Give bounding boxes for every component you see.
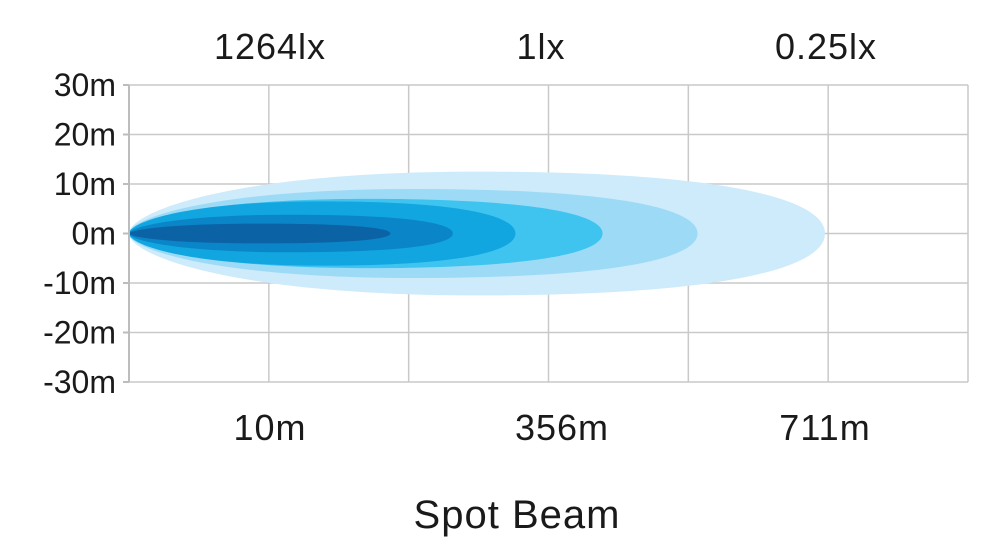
- y-tick-label: -10m: [43, 265, 116, 301]
- axes: [123, 84, 130, 383]
- bottom-distance-label: 10m: [233, 407, 306, 448]
- y-tick-label: 30m: [54, 67, 116, 103]
- top-lux-label: 0.25lx: [775, 26, 877, 67]
- bottom-distance-label: 356m: [515, 407, 609, 448]
- y-tick-label: -30m: [43, 364, 116, 400]
- y-tick-label: 20m: [54, 117, 116, 153]
- top-lux-label: 1lx: [516, 26, 565, 67]
- y-tick-label: 10m: [54, 166, 116, 202]
- chart-title: Spot Beam: [414, 493, 621, 537]
- y-tick-label: -20m: [43, 315, 116, 351]
- top-lux-label: 1264lx: [214, 26, 326, 67]
- y-tick-label: 0m: [72, 216, 116, 252]
- beam-pattern: [129, 171, 825, 296]
- labels: 30m 20m 10m 0m -10m -20m -30m 1264lx 1lx 0.25lx 10…: [43, 26, 877, 448]
- beam-layer-6: [129, 223, 391, 244]
- bottom-distance-label: 711m: [779, 407, 870, 448]
